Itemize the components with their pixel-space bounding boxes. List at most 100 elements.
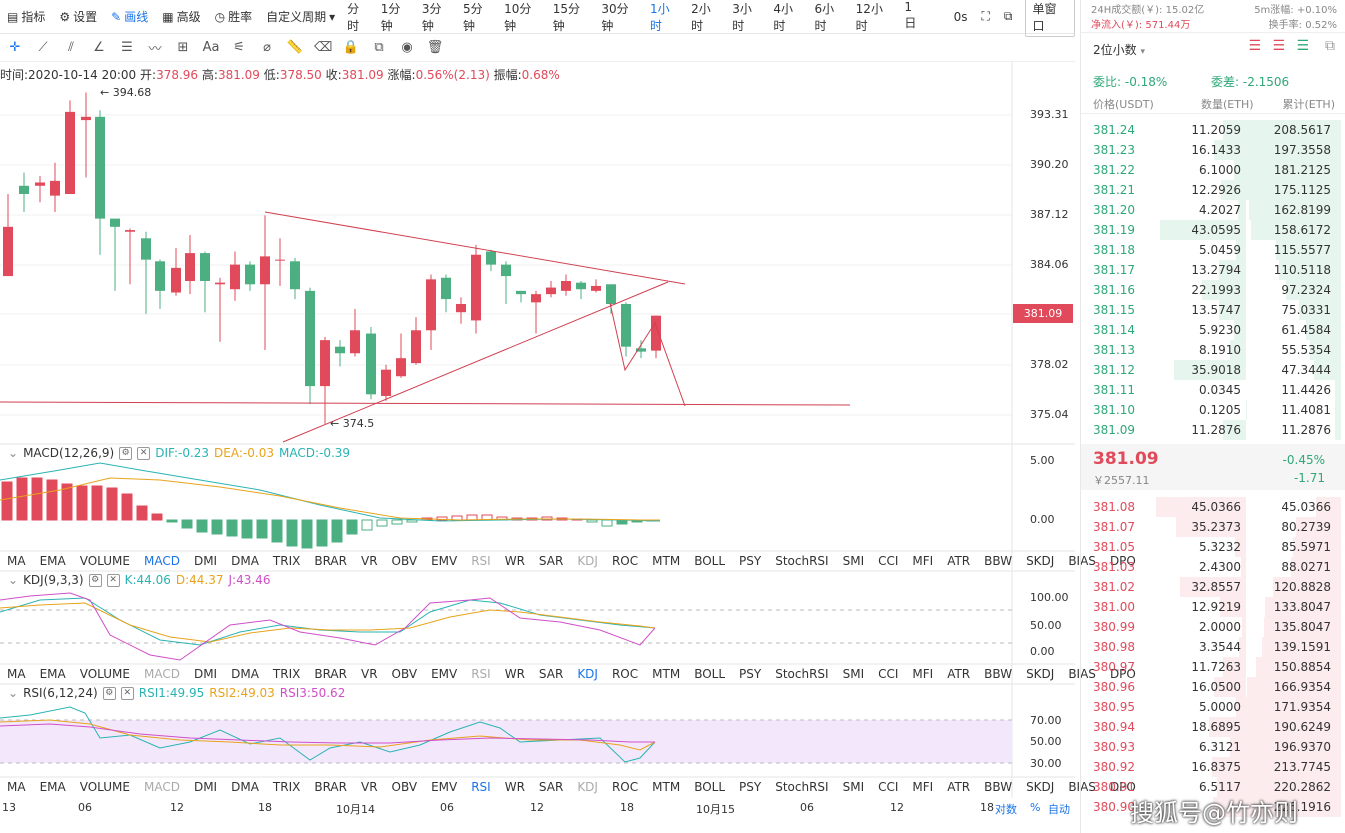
- tab-dmi[interactable]: DMI: [193, 554, 218, 568]
- advanced-button[interactable]: ▦ 高级: [162, 9, 201, 25]
- tab-atr[interactable]: ATR: [947, 780, 971, 794]
- ruler-icon[interactable]: 📏: [286, 40, 304, 55]
- tab-trix[interactable]: TRIX: [272, 780, 301, 794]
- tab-psy[interactable]: PSY: [739, 667, 762, 681]
- close-icon[interactable]: ✕: [137, 446, 151, 460]
- decimal-dropdown[interactable]: 2位小数 ▾: [1093, 43, 1145, 57]
- tab-rsi[interactable]: RSI: [471, 554, 491, 568]
- crosshair-icon[interactable]: ✛: [9, 40, 21, 55]
- tab-dmi[interactable]: DMI: [193, 780, 218, 794]
- tab-vr[interactable]: VR: [360, 554, 378, 568]
- fib-icon[interactable]: ⚟: [233, 40, 245, 55]
- collapse-icon[interactable]: ⧉: [1003, 9, 1013, 23]
- tab-volume[interactable]: VOLUME: [79, 667, 130, 681]
- eye-icon[interactable]: ◉: [401, 40, 413, 55]
- axis-mode-1[interactable]: %: [1030, 801, 1041, 814]
- book-asks-icon[interactable]: ☰: [1272, 38, 1285, 54]
- period-9[interactable]: 3小时: [732, 1, 752, 33]
- tab-cci[interactable]: CCI: [878, 554, 899, 568]
- order-row[interactable]: 381.00 12.9219 133.8047: [1081, 597, 1341, 617]
- tab-stochrsi[interactable]: StochRSI: [775, 667, 829, 681]
- tab-wr[interactable]: WR: [504, 780, 525, 794]
- tab-mtm[interactable]: MTM: [652, 554, 681, 568]
- brush-icon[interactable]: ⌀: [263, 40, 271, 55]
- book-bids-icon[interactable]: ☰: [1296, 38, 1309, 54]
- tab-dpo[interactable]: DPO: [1109, 780, 1136, 794]
- tab-kdj[interactable]: KDJ: [577, 554, 598, 568]
- tab-roc[interactable]: ROC: [611, 667, 639, 681]
- tab-ma[interactable]: MA: [7, 667, 26, 681]
- tab-mfi[interactable]: MFI: [912, 667, 934, 681]
- settings-button[interactable]: ⚙ 设置: [59, 9, 98, 25]
- tab-kdj[interactable]: KDJ: [577, 780, 598, 794]
- order-row[interactable]: 380.90 226.1916: [1081, 797, 1341, 817]
- period-8[interactable]: 2小时: [691, 1, 711, 33]
- tab-cci[interactable]: CCI: [878, 667, 899, 681]
- period-7[interactable]: 1小时: [650, 1, 670, 33]
- indicator-button[interactable]: ▤ 指标: [7, 9, 46, 25]
- draw-button[interactable]: ✎ 画线: [111, 9, 149, 25]
- tab-atr[interactable]: ATR: [947, 554, 971, 568]
- order-row[interactable]: 381.09 11.2876 11.2876: [1081, 420, 1341, 440]
- period-6[interactable]: 30分钟: [601, 1, 629, 33]
- tab-emv[interactable]: EMV: [431, 780, 458, 794]
- tab-skdj[interactable]: SKDJ: [1026, 667, 1055, 681]
- tab-vr[interactable]: VR: [360, 667, 378, 681]
- tab-mfi[interactable]: MFI: [912, 554, 934, 568]
- tab-obv[interactable]: OBV: [391, 554, 418, 568]
- tab-smi[interactable]: SMI: [842, 667, 865, 681]
- axis-mode-0[interactable]: 对数: [995, 803, 1017, 816]
- tab-trix[interactable]: TRIX: [272, 554, 301, 568]
- tab-ema[interactable]: EMA: [39, 780, 66, 794]
- tab-vr[interactable]: VR: [360, 780, 378, 794]
- order-row[interactable]: 381.07 35.2373 80.2739: [1081, 517, 1341, 537]
- tab-rsi[interactable]: RSI: [471, 667, 491, 681]
- period-1[interactable]: 1分钟: [380, 1, 401, 33]
- chevron-down-icon[interactable]: ⌄: [8, 446, 19, 460]
- period-2[interactable]: 3分钟: [421, 1, 442, 33]
- period-4[interactable]: 10分钟: [504, 1, 532, 33]
- order-row[interactable]: 381.16 22.1993 97.2324: [1081, 280, 1341, 300]
- tab-brar[interactable]: BRAR: [314, 667, 347, 681]
- tab-bias[interactable]: BIAS: [1068, 780, 1096, 794]
- tab-trix[interactable]: TRIX: [272, 667, 301, 681]
- period-3[interactable]: 5分钟: [463, 1, 483, 33]
- tab-obv[interactable]: OBV: [391, 780, 418, 794]
- tab-stochrsi[interactable]: StochRSI: [775, 780, 829, 794]
- gear-icon[interactable]: ⚙: [102, 686, 116, 700]
- tab-macd[interactable]: MACD: [143, 780, 180, 794]
- order-row[interactable]: 381.20 4.2027 162.8199: [1081, 200, 1341, 220]
- tab-boll[interactable]: BOLL: [694, 780, 726, 794]
- order-row[interactable]: 380.92 16.8375 213.7745: [1081, 757, 1341, 777]
- tab-boll[interactable]: BOLL: [694, 667, 726, 681]
- tab-bias[interactable]: BIAS: [1068, 667, 1096, 681]
- trash-icon[interactable]: 🗑: [426, 40, 444, 55]
- tab-bias[interactable]: BIAS: [1068, 554, 1096, 568]
- tab-wr[interactable]: WR: [504, 667, 525, 681]
- close-icon[interactable]: ✕: [120, 686, 134, 700]
- tab-kdj[interactable]: KDJ: [577, 667, 598, 681]
- tab-roc[interactable]: ROC: [611, 554, 639, 568]
- order-row[interactable]: 380.93 6.3121 196.9370: [1081, 737, 1341, 757]
- order-row[interactable]: 381.03 2.4300 88.0271: [1081, 557, 1341, 577]
- tab-roc[interactable]: ROC: [611, 780, 639, 794]
- period-10[interactable]: 4小时: [773, 1, 794, 33]
- tab-dpo[interactable]: DPO: [1109, 667, 1136, 681]
- order-row[interactable]: 381.18 5.0459 115.5577: [1081, 240, 1341, 260]
- tab-bbw[interactable]: BBW: [984, 780, 1013, 794]
- angle-icon[interactable]: ∠: [93, 40, 105, 55]
- eraser-icon[interactable]: ⌫: [314, 40, 333, 55]
- tab-dma[interactable]: DMA: [231, 667, 259, 681]
- tab-emv[interactable]: EMV: [431, 554, 458, 568]
- order-row[interactable]: 381.21 12.2926 175.1125: [1081, 180, 1341, 200]
- kline-chart[interactable]: [0, 0, 1075, 833]
- line-icon[interactable]: ⟋: [38, 40, 48, 55]
- tab-ma[interactable]: MA: [7, 554, 26, 568]
- tab-stochrsi[interactable]: StochRSI: [775, 554, 829, 568]
- order-row[interactable]: 381.14 5.9230 61.4584: [1081, 320, 1341, 340]
- order-row[interactable]: 381.19 43.0595 158.6172: [1081, 220, 1341, 240]
- tab-smi[interactable]: SMI: [842, 780, 865, 794]
- custom-period-dropdown[interactable]: 自定义周期 ▾: [266, 9, 336, 25]
- order-row[interactable]: 381.15 13.5747 75.0331: [1081, 300, 1341, 320]
- order-row[interactable]: 381.23 16.1433 197.3558: [1081, 140, 1341, 160]
